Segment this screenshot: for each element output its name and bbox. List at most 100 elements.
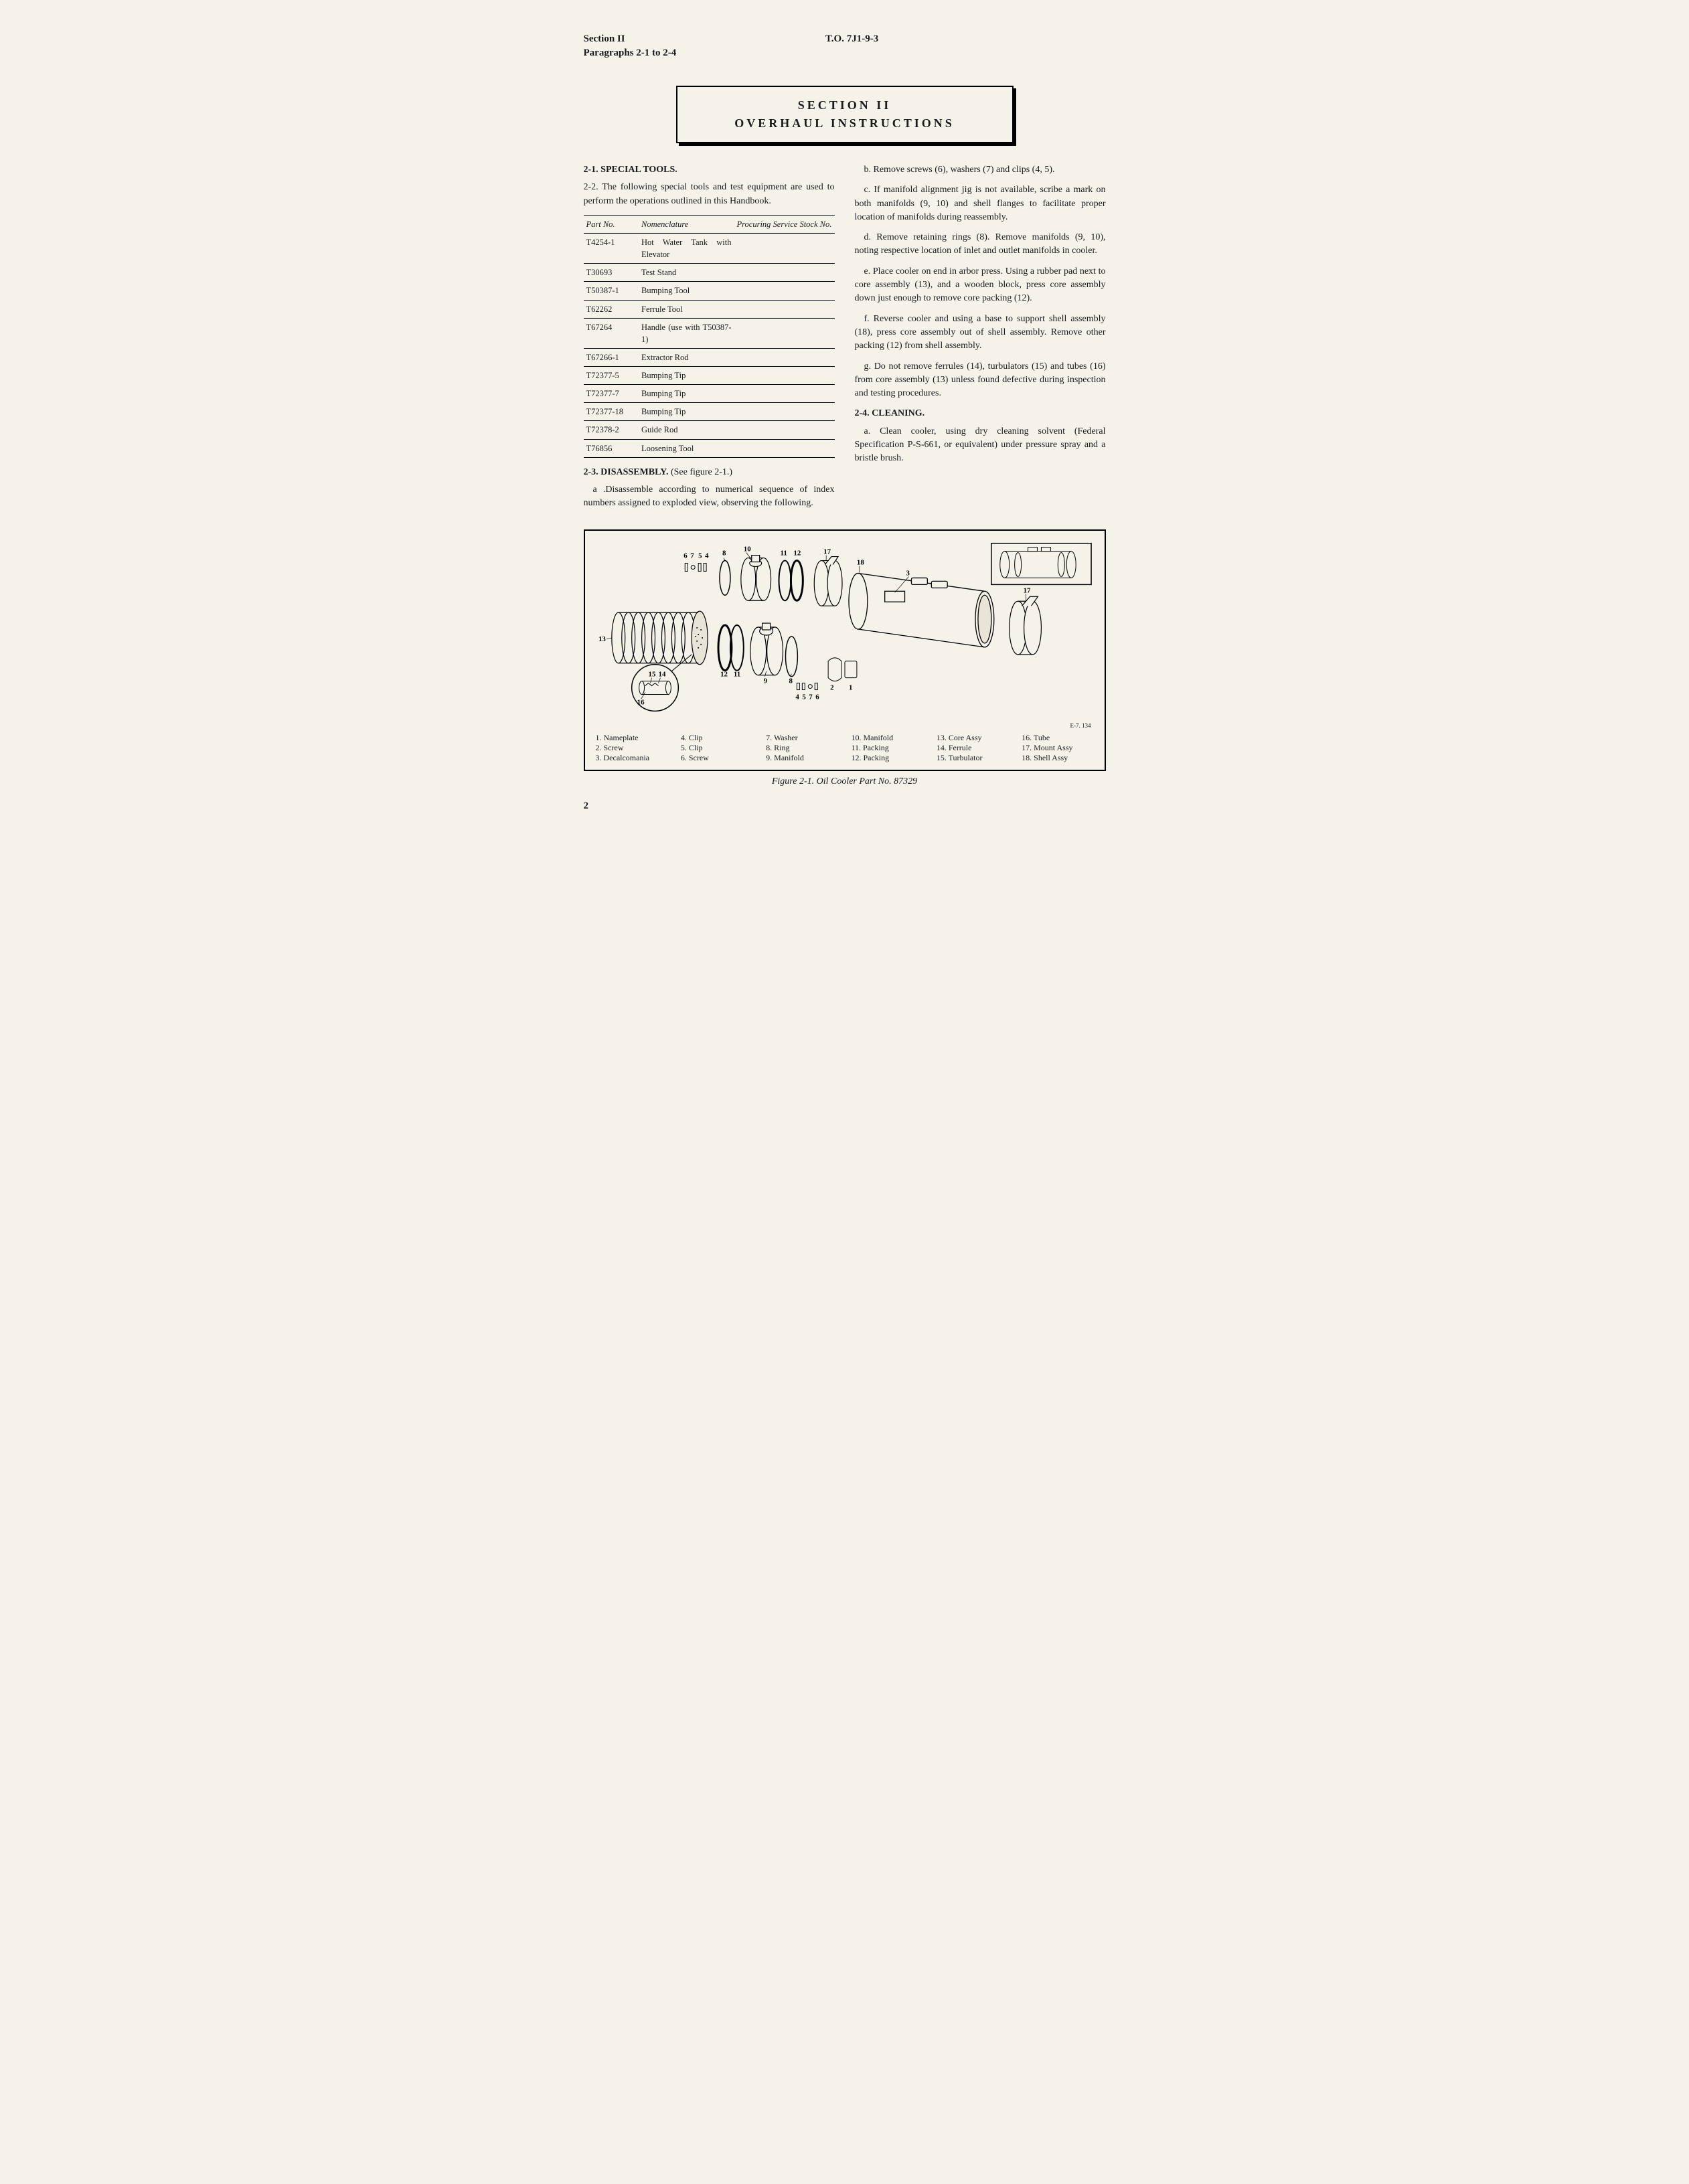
table-cell [734,348,835,366]
callout-9: 9 [763,677,767,685]
callout-12b: 12 [720,670,727,678]
legend-item: 14. Ferrule [937,743,1008,753]
legend-item: 8. Ring [766,743,837,753]
left-column: 2-1. SPECIAL TOOLS. 2-2. The following s… [584,163,835,517]
callout-5b: 5 [802,693,806,701]
para-2-4a: a. Clean cooler, using dry cleaning solv… [855,425,1106,466]
table-cell [734,234,835,264]
para-d: d. Remove retaining rings (8). Remove ma… [855,231,1106,258]
table-cell [734,439,835,457]
legend-column: 7. Washer8. Ring9. Manifold [766,733,837,763]
table-cell: T4254-1 [584,234,639,264]
table-cell: T30693 [584,264,639,282]
legend-item: 4. Clip [681,733,752,743]
legend-column: 13. Core Assy14. Ferrule15. Turbulator [937,733,1008,763]
table-cell: Bumping Tip [639,367,734,385]
table-cell [734,264,835,282]
heading-disassembly-label: 2-3. DISASSEMBLY. [584,467,671,477]
legend-item: 13. Core Assy [937,733,1008,743]
legend-item: 10. Manifold [851,733,922,743]
callout-16: 16 [637,698,644,706]
table-cell: T72377-18 [584,403,639,421]
header-section-label: Section II [584,33,625,45]
page: Section II T.O. 7J1-9-3 Paragraphs 2-1 t… [544,0,1146,839]
para-g: g. Do not remove ferrules (14), turbulat… [855,360,1106,401]
th-stock-no: Procuring Service Stock No. [734,215,835,233]
table-cell: T72377-7 [584,385,639,403]
table-row: T72378-2Guide Rod [584,421,835,439]
page-number: 2 [584,801,1106,812]
section-title-line2: OVERHAUL INSTRUCTIONS [704,114,985,133]
callout-2: 2 [830,683,833,691]
legend-item: 1. Nameplate [596,733,667,743]
table-cell: Bumping Tip [639,403,734,421]
section-title-line1: SECTION II [704,96,985,114]
para-f: f. Reverse cooler and using a base to su… [855,313,1106,353]
page-header: Section II T.O. 7J1-9-3 [584,33,1106,45]
table-cell: T76856 [584,439,639,457]
heading-special-tools: 2-1. SPECIAL TOOLS. [584,163,835,177]
legend-item: 15. Turbulator [937,753,1008,763]
legend-item: 11. Packing [851,743,922,753]
exploded-view-diagram: 6 7 5 4 8 10 11 12 17 18 3 17 13 15 14 1… [592,537,1098,725]
table-cell [734,403,835,421]
table-cell [734,385,835,403]
table-cell: Loosening Tool [639,439,734,457]
table-cell: Ferrule Tool [639,300,734,318]
legend-item: 6. Screw [681,753,752,763]
table-cell: Bumping Tool [639,282,734,300]
figure-box: 6 7 5 4 8 10 11 12 17 18 3 17 13 15 14 1… [584,529,1106,771]
callout-13: 13 [598,635,605,643]
heading-cleaning: 2-4. CLEANING. [855,407,1106,420]
table-row: T67264Handle (use with T50387-1) [584,318,835,348]
callout-4: 4 [705,552,709,560]
callout-15: 15 [648,670,655,678]
table-cell: Extractor Rod [639,348,734,366]
table-row: T76856Loosening Tool [584,439,835,457]
legend-column: 1. Nameplate2. Screw3. Decalcomania [596,733,667,763]
para-2-3a: a .Disassemble according to numerical se… [584,483,835,511]
table-row: T67266-1Extractor Rod [584,348,835,366]
table-cell: Bumping Tip [639,385,734,403]
table-cell [734,367,835,385]
table-cell [734,282,835,300]
callout-10: 10 [743,545,750,553]
header-doc-number: T.O. 7J1-9-3 [665,33,1039,45]
table-cell: T50387-1 [584,282,639,300]
table-row: T50387-1Bumping Tool [584,282,835,300]
heading-disassembly: 2-3. DISASSEMBLY. (See figure 2-1.) [584,466,835,479]
callout-5: 5 [698,552,702,560]
legend-item: 16. Tube [1022,733,1093,743]
para-e: e. Place cooler on end in arbor press. U… [855,265,1106,306]
tools-table: Part No. Nomenclature Procuring Service … [584,215,835,458]
table-cell [734,300,835,318]
para-b: b. Remove screws (6), washers (7) and cl… [855,163,1106,177]
section-title-box: SECTION II OVERHAUL INSTRUCTIONS [676,86,1014,143]
table-cell: Guide Rod [639,421,734,439]
legend-column: 4. Clip5. Clip6. Screw [681,733,752,763]
callout-6: 6 [683,552,688,560]
callout-8b: 8 [789,677,793,685]
callout-7: 7 [690,552,694,560]
legend-item: 5. Clip [681,743,752,753]
content-columns: 2-1. SPECIAL TOOLS. 2-2. The following s… [584,163,1106,517]
th-part-no: Part No. [584,215,639,233]
table-cell: T72377-5 [584,367,639,385]
legend-item: 2. Screw [596,743,667,753]
legend-item: 3. Decalcomania [596,753,667,763]
table-cell [734,421,835,439]
legend-item: 17. Mount Assy [1022,743,1093,753]
callout-3: 3 [906,569,910,577]
figure-legend: 1. Nameplate2. Screw3. Decalcomania 4. Cl… [592,733,1098,763]
callout-14: 14 [658,670,665,678]
para-2-2: 2-2. The following special tools and tes… [584,181,835,208]
callout-18: 18 [856,558,864,566]
callout-7b: 7 [809,693,813,701]
table-row: T4254-1Hot Water Tank with Elevator [584,234,835,264]
table-row: T72377-7Bumping Tip [584,385,835,403]
table-cell: Test Stand [639,264,734,282]
table-row: T30693Test Stand [584,264,835,282]
callout-1: 1 [848,683,852,691]
callout-11b: 11 [733,670,740,678]
table-cell: T62262 [584,300,639,318]
